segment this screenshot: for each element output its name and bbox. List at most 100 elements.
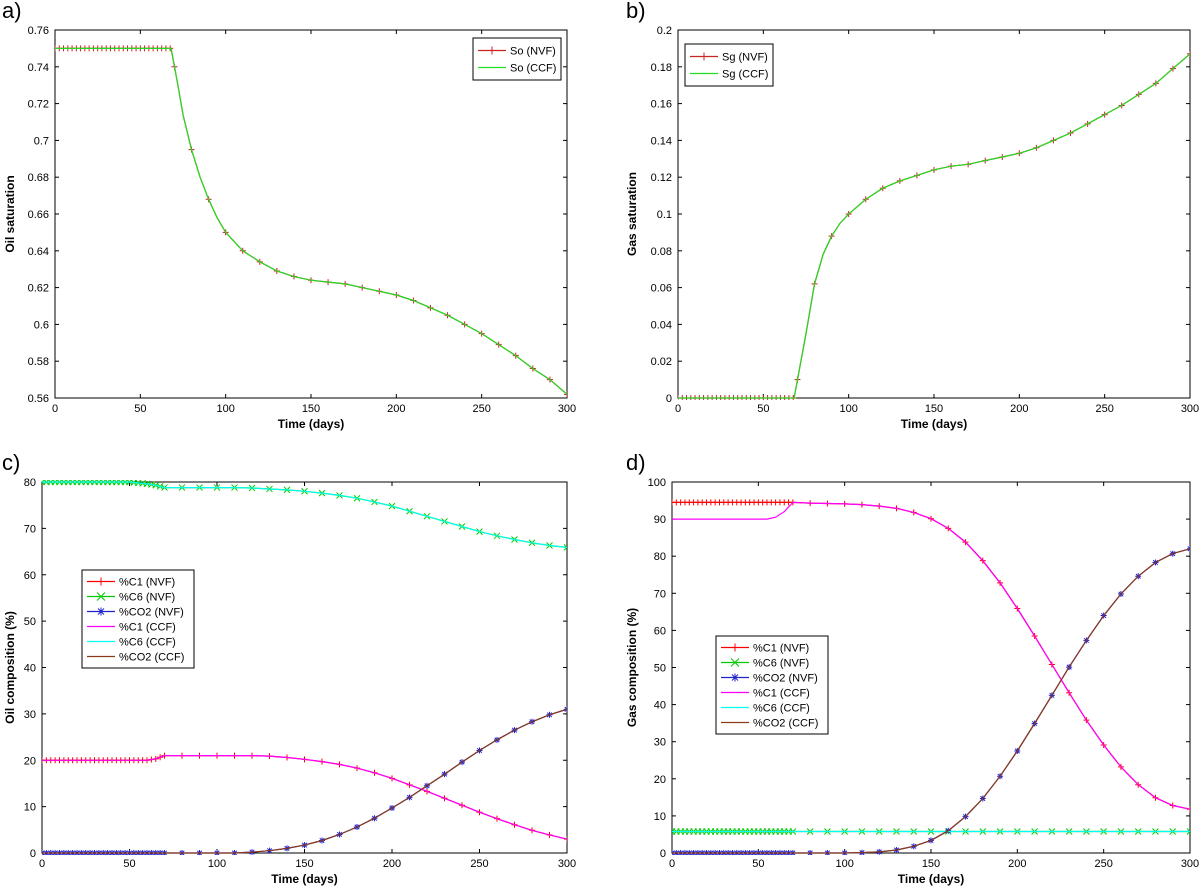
legend-item: %C6 (CCF) xyxy=(87,637,176,649)
y-tick-label: 70 xyxy=(24,523,36,535)
legend-label: %CO2 (CCF) xyxy=(119,652,184,664)
y-tick-label: 0.66 xyxy=(28,209,49,221)
x-tick-label: 150 xyxy=(302,403,320,415)
series-group xyxy=(55,45,567,398)
y-tick-label: 0.14 xyxy=(651,135,672,147)
y-tick-label: 40 xyxy=(24,663,36,675)
legend-marker xyxy=(731,643,739,652)
y-tick-label: 0 xyxy=(30,848,36,860)
legend-label: So (NVF) xyxy=(510,46,556,58)
x-tick-label: 0 xyxy=(52,403,58,415)
legend-label: %C6 (NVF) xyxy=(119,592,175,604)
series-marker xyxy=(564,391,567,398)
legend-box xyxy=(715,635,829,735)
y-axis-title: Gas composition (%) xyxy=(625,608,639,727)
y-tick-label: 0.02 xyxy=(651,356,672,368)
legend-label: %C6 (CCF) xyxy=(753,703,810,715)
x-tick-label: 250 xyxy=(1095,403,1113,415)
y-tick-label: 70 xyxy=(654,588,666,600)
x-tick-label: 150 xyxy=(295,858,313,870)
y-tick-label: 50 xyxy=(654,663,666,675)
legend-label: %C6 (NVF) xyxy=(753,658,809,670)
x-tick-label: 50 xyxy=(123,858,135,870)
series-line-so-ccf- xyxy=(55,47,567,395)
y-tick-label: 0.74 xyxy=(28,62,49,74)
x-tick-label: 250 xyxy=(472,403,490,415)
y-tick-label: 0.1 xyxy=(657,209,672,221)
y-tick-label: 0.64 xyxy=(28,246,49,258)
y-tick-label: 0.58 xyxy=(28,356,49,368)
series-line--c6-ccf- xyxy=(42,481,567,548)
legend-item: %CO2 (NVF) xyxy=(87,607,184,619)
legend-label: %CO2 (NVF) xyxy=(119,607,184,619)
legend-label: %CO2 (NVF) xyxy=(753,673,818,685)
x-tick-label: 300 xyxy=(558,858,576,870)
plot-area xyxy=(677,29,1191,399)
y-tick-label: 0.68 xyxy=(28,172,49,184)
x-tick-label: 250 xyxy=(1094,858,1112,870)
y-tick-label: 10 xyxy=(654,811,666,823)
y-tick-label: 0.2 xyxy=(657,25,672,37)
chart-panel-c: c) 0 50 100 150 200 250 300 0 10 20 30 40 50 60 70 80 Tim… xyxy=(2,450,576,886)
legend-item: So (CCF) xyxy=(478,63,556,75)
x-tick-label: 50 xyxy=(757,403,769,415)
x-axis-title: Time (days) xyxy=(901,417,967,431)
y-tick-label: 20 xyxy=(24,755,36,767)
legend-item: %CO2 (CCF) xyxy=(87,652,184,664)
chart-panel-a: a) 0 50 100 150 200 250 300 0.56 0.58 0.6 0.62 0.64 0… xyxy=(2,0,576,431)
x-tick-label: 0 xyxy=(669,858,675,870)
x-tick-label: 0 xyxy=(675,403,681,415)
legend: %C1 (NVF) %C6 (NVF) %CO2 (NVF) %C1 (CCF) %C6… xyxy=(81,569,195,669)
x-tick-label: 150 xyxy=(925,403,943,415)
legend-item: %CO2 (CCF) xyxy=(721,718,818,730)
y-tick-label: 30 xyxy=(24,709,36,721)
y-tick-label: 0.04 xyxy=(651,319,672,331)
x-tick-label: 100 xyxy=(208,858,226,870)
legend-item: %C6 (NVF) xyxy=(721,658,809,670)
y-tick-label: 10 xyxy=(24,802,36,814)
y-tick-label: 0.6 xyxy=(34,319,49,331)
legend-item: %C1 (NVF) xyxy=(721,643,809,655)
legend: Sg (NVF) Sg (CCF) xyxy=(684,43,774,87)
series-marker xyxy=(1186,828,1190,835)
x-tick-label: 300 xyxy=(558,403,576,415)
legend-item: %C6 (CCF) xyxy=(721,703,810,715)
y-axis-title: Gas saturation xyxy=(625,172,639,256)
legend-box xyxy=(684,43,774,87)
x-tick-label: 150 xyxy=(922,858,940,870)
y-axis-title: Oil composition (%) xyxy=(3,611,17,724)
y-tick-label: 60 xyxy=(654,625,666,637)
y-tick-label: 0 xyxy=(660,848,666,860)
y-tick-label: 30 xyxy=(654,737,666,749)
legend-label: %C1 (NVF) xyxy=(119,577,175,589)
legend-marker xyxy=(731,673,739,682)
y-tick-label: 0.08 xyxy=(651,246,672,258)
panel-label: b) xyxy=(626,0,646,23)
y-tick-label: 0.76 xyxy=(28,25,49,37)
panel-label: d) xyxy=(626,450,646,475)
x-axis-title: Time (days) xyxy=(898,872,964,886)
x-tick-label: 100 xyxy=(835,858,853,870)
legend-box xyxy=(472,37,562,81)
x-tick-label: 100 xyxy=(216,403,234,415)
series-line--co2-ccf- xyxy=(672,548,1190,854)
series-marker xyxy=(1187,50,1190,57)
series-marker xyxy=(563,544,567,551)
legend-label: So (CCF) xyxy=(510,63,556,75)
legend-marker xyxy=(730,658,740,667)
x-tick-label: 50 xyxy=(752,858,764,870)
x-tick-label: 200 xyxy=(383,858,401,870)
legend: %C1 (NVF) %C6 (NVF) %CO2 (NVF) %C1 (CCF) %C6… xyxy=(715,635,829,735)
x-tick-label: 300 xyxy=(1181,403,1199,415)
series-line-sg-ccf- xyxy=(678,53,1190,399)
x-axis-title: Time (days) xyxy=(271,872,337,886)
y-tick-label: 90 xyxy=(654,514,666,526)
legend: So (NVF) So (CCF) xyxy=(472,37,562,81)
y-tick-label: 100 xyxy=(648,477,666,489)
x-tick-label: 200 xyxy=(1008,858,1026,870)
chart-panel-d: d) 0 50 100 150 200 250 300 0 10 20 30 40 50 60 70 80 90 1… xyxy=(625,450,1199,886)
series-line--c1-ccf- xyxy=(672,501,1190,810)
chart-panel-b: b) 0 50 100 150 200 250 300 0 0.02 0.04 0.06 0.08 0.1… xyxy=(625,0,1199,431)
series-group xyxy=(672,499,1190,855)
legend-item: %CO2 (NVF) xyxy=(721,673,818,685)
